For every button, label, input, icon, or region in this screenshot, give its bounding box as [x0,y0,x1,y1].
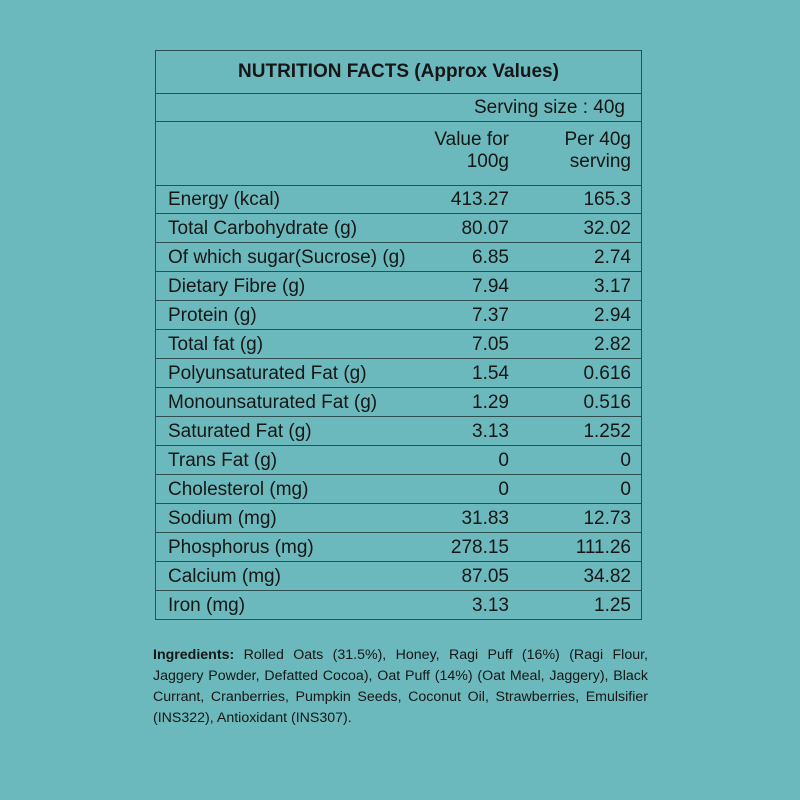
nutrient-name: Phosphorus (mg) [168,537,314,558]
value-per-serving: 32.02 [583,218,631,239]
table-row: Phosphorus (mg) 278.15 111.26 [156,533,641,562]
value-per-serving: 2.74 [594,247,631,268]
table-row: Polyunsaturated Fat (g) 1.54 0.616 [156,359,641,388]
value-per-100g: 7.94 [472,276,509,297]
nutrient-name: Trans Fat (g) [168,450,278,471]
nutrient-name: Monounsaturated Fat (g) [168,392,378,413]
nutrient-name: Calcium (mg) [168,566,281,587]
table-row: Trans Fat (g) 0 0 [156,446,641,475]
value-per-100g: 0 [498,479,509,500]
value-per-serving: 2.82 [594,334,631,355]
value-per-100g: 1.29 [472,392,509,413]
value-per-serving: 3.17 [594,276,631,297]
value-per-100g: 7.37 [472,305,509,326]
value-per-100g: 413.27 [450,189,509,210]
nutrient-name: Polyunsaturated Fat (g) [168,363,367,384]
value-per-100g: 7.05 [472,334,509,355]
nutrient-name: Total fat (g) [168,334,264,355]
value-per-serving: 165.3 [583,189,631,210]
value-per-100g: 1.54 [472,363,509,384]
nutrient-name: Iron (mg) [168,595,246,616]
value-per-100g: 278.15 [450,537,509,558]
value-per-serving: 0 [620,450,631,471]
value-per-100g: 3.13 [472,595,509,616]
table-row: Monounsaturated Fat (g) 1.29 0.516 [156,388,641,417]
value-per-serving: 1.252 [583,421,631,442]
nutrition-facts-panel: NUTRITION FACTS (Approx Values) Serving … [155,50,642,620]
nutrient-rows: Energy (kcal) 413.27 165.3 Total Carbohydra… [156,185,641,620]
ingredients-text: Ingredients: Rolled Oats (31.5%), Honey,… [153,645,648,729]
table-row: Cholesterol (mg) 0 0 [156,475,641,504]
nutrition-title: NUTRITION FACTS (Approx Values) [156,51,641,94]
nutrient-name: Sodium (mg) [168,508,277,529]
value-per-100g: 6.85 [472,247,509,268]
ingredients-label: Ingredients: [153,647,235,663]
value-per-serving: 111.26 [575,537,631,558]
nutrient-name: Total Carbohydrate (g) [168,218,358,239]
value-per-100g: 87.05 [461,566,509,587]
value-per-serving: 12.73 [583,508,631,529]
value-per-serving: 0.616 [583,363,631,384]
column-header-per-100g: Value for 100g [434,129,509,172]
table-row: Sodium (mg) 31.83 12.73 [156,504,641,533]
nutrient-name: Saturated Fat (g) [168,421,312,442]
value-per-serving: 0.516 [583,392,631,413]
value-per-100g: 0 [498,450,509,471]
table-row: Energy (kcal) 413.27 165.3 [156,185,641,214]
table-row: Total fat (g) 7.05 2.82 [156,330,641,359]
ingredients-list: Rolled Oats (31.5%), Honey, Ragi Puff (1… [153,647,648,726]
table-row: Dietary Fibre (g) 7.94 3.17 [156,272,641,301]
value-per-100g: 31.83 [461,508,509,529]
column-headers: Value for 100g Per 40g serving [156,122,641,186]
nutrient-name: Cholesterol (mg) [168,479,309,500]
nutrient-name: Protein (g) [168,305,257,326]
nutrient-name: Energy (kcal) [168,189,280,210]
nutrient-name: Dietary Fibre (g) [168,276,306,297]
table-row: Saturated Fat (g) 3.13 1.252 [156,417,641,446]
table-row: Protein (g) 7.37 2.94 [156,301,641,330]
value-per-serving: 0 [620,479,631,500]
value-per-100g: 3.13 [472,421,509,442]
value-per-serving: 2.94 [594,305,631,326]
serving-size: Serving size : 40g [156,93,641,122]
table-row: Calcium (mg) 87.05 34.82 [156,562,641,591]
table-row: Of which sugar(Sucrose) (g) 6.85 2.74 [156,243,641,272]
column-header-per-serving: Per 40g serving [564,129,631,172]
value-per-serving: 1.25 [594,595,631,616]
table-row: Total Carbohydrate (g) 80.07 32.02 [156,214,641,243]
nutrient-name: Of which sugar(Sucrose) (g) [168,247,406,268]
value-per-100g: 80.07 [461,218,509,239]
value-per-serving: 34.82 [583,566,631,587]
table-row: Iron (mg) 3.13 1.25 [156,591,641,620]
